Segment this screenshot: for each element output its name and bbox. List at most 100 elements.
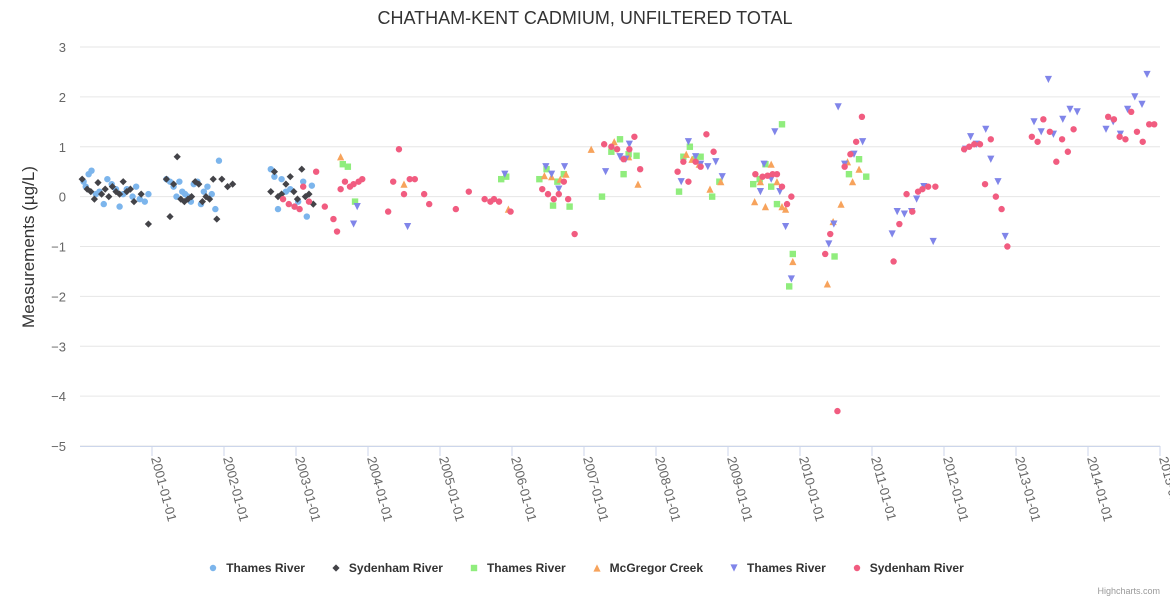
data-point[interactable]: [104, 175, 111, 183]
data-point[interactable]: [548, 170, 556, 178]
data-point[interactable]: [101, 185, 109, 193]
data-point[interactable]: [426, 200, 433, 208]
data-point[interactable]: [768, 183, 775, 190]
data-point[interactable]: [929, 237, 937, 246]
data-point[interactable]: [503, 173, 510, 180]
data-point[interactable]: [697, 153, 704, 160]
data-point[interactable]: [616, 136, 624, 143]
data-point[interactable]: [309, 200, 317, 208]
data-point[interactable]: [600, 141, 608, 148]
data-point[interactable]: [285, 200, 292, 208]
data-point[interactable]: [495, 198, 503, 205]
data-point[interactable]: [166, 212, 174, 221]
data-point[interactable]: [903, 190, 910, 198]
data-point[interactable]: [206, 195, 214, 203]
data-point[interactable]: [321, 203, 328, 210]
data-point[interactable]: [616, 153, 624, 161]
data-point[interactable]: [692, 153, 700, 161]
data-point[interactable]: [992, 193, 1000, 200]
data-point[interactable]: [300, 178, 307, 185]
data-point[interactable]: [760, 160, 768, 168]
data-point[interactable]: [555, 185, 563, 193]
data-point[interactable]: [452, 205, 460, 213]
data-point[interactable]: [308, 182, 316, 189]
data-point[interactable]: [278, 175, 285, 183]
data-point[interactable]: [633, 152, 640, 159]
data-point[interactable]: [112, 188, 120, 196]
data-point[interactable]: [971, 141, 978, 148]
data-point[interactable]: [751, 198, 759, 206]
data-point[interactable]: [337, 153, 345, 161]
data-point[interactable]: [560, 178, 568, 185]
data-point[interactable]: [834, 407, 841, 415]
data-point[interactable]: [685, 178, 692, 185]
data-point[interactable]: [270, 168, 278, 176]
data-point[interactable]: [303, 213, 310, 220]
data-point[interactable]: [761, 203, 770, 211]
data-point[interactable]: [631, 133, 638, 140]
data-point[interactable]: [291, 203, 298, 210]
legend-item[interactable]: Sydenham River: [329, 561, 443, 575]
data-point[interactable]: [1143, 70, 1151, 79]
data-point[interactable]: [78, 175, 86, 183]
data-point[interactable]: [837, 200, 845, 208]
data-point[interactable]: [1037, 128, 1045, 136]
data-point[interactable]: [278, 190, 286, 198]
data-point[interactable]: [209, 175, 217, 183]
data-point[interactable]: [208, 190, 215, 198]
data-point[interactable]: [674, 168, 681, 175]
data-point[interactable]: [1004, 243, 1011, 250]
data-point[interactable]: [919, 185, 926, 193]
data-point[interactable]: [301, 193, 309, 201]
data-point[interactable]: [686, 143, 694, 150]
data-point[interactable]: [1139, 138, 1146, 145]
data-point[interactable]: [119, 178, 127, 186]
data-point[interactable]: [976, 141, 984, 148]
data-point[interactable]: [967, 133, 975, 141]
data-point[interactable]: [924, 183, 932, 190]
data-point[interactable]: [279, 195, 287, 203]
data-point[interactable]: [395, 146, 403, 153]
data-point[interactable]: [333, 228, 341, 235]
data-point[interactable]: [213, 215, 221, 223]
data-point[interactable]: [756, 178, 764, 186]
data-point[interactable]: [87, 188, 95, 196]
data-point[interactable]: [550, 195, 557, 203]
data-point[interactable]: [1116, 133, 1123, 140]
data-point[interactable]: [684, 138, 692, 146]
data-point[interactable]: [1040, 116, 1047, 123]
data-point[interactable]: [909, 208, 916, 215]
data-point[interactable]: [863, 173, 870, 180]
data-point[interactable]: [703, 131, 710, 138]
data-point[interactable]: [566, 203, 573, 210]
data-point[interactable]: [498, 175, 505, 183]
data-point[interactable]: [144, 220, 152, 228]
data-point[interactable]: [827, 230, 834, 238]
data-point[interactable]: [1030, 118, 1038, 126]
data-point[interactable]: [141, 198, 148, 205]
data-point[interactable]: [1034, 138, 1041, 145]
data-point[interactable]: [108, 183, 116, 191]
data-point[interactable]: [896, 220, 903, 228]
data-point[interactable]: [822, 250, 829, 258]
data-point[interactable]: [1064, 148, 1072, 155]
data-point[interactable]: [195, 180, 203, 188]
data-point[interactable]: [400, 190, 408, 198]
data-point[interactable]: [267, 188, 275, 196]
data-point[interactable]: [198, 198, 206, 206]
data-point[interactable]: [126, 185, 134, 193]
data-point[interactable]: [610, 138, 618, 146]
data-point[interactable]: [788, 193, 795, 200]
data-point[interactable]: [831, 253, 838, 260]
data-point[interactable]: [787, 275, 795, 283]
legend-item[interactable]: Thames River: [727, 561, 826, 575]
data-point[interactable]: [539, 185, 546, 193]
data-point[interactable]: [1073, 108, 1081, 116]
data-point[interactable]: [562, 170, 570, 178]
data-point[interactable]: [680, 158, 687, 165]
data-point[interactable]: [773, 200, 781, 208]
data-point[interactable]: [960, 146, 968, 153]
data-point[interactable]: [212, 205, 219, 213]
data-point[interactable]: [913, 195, 921, 203]
data-point[interactable]: [1151, 121, 1158, 128]
